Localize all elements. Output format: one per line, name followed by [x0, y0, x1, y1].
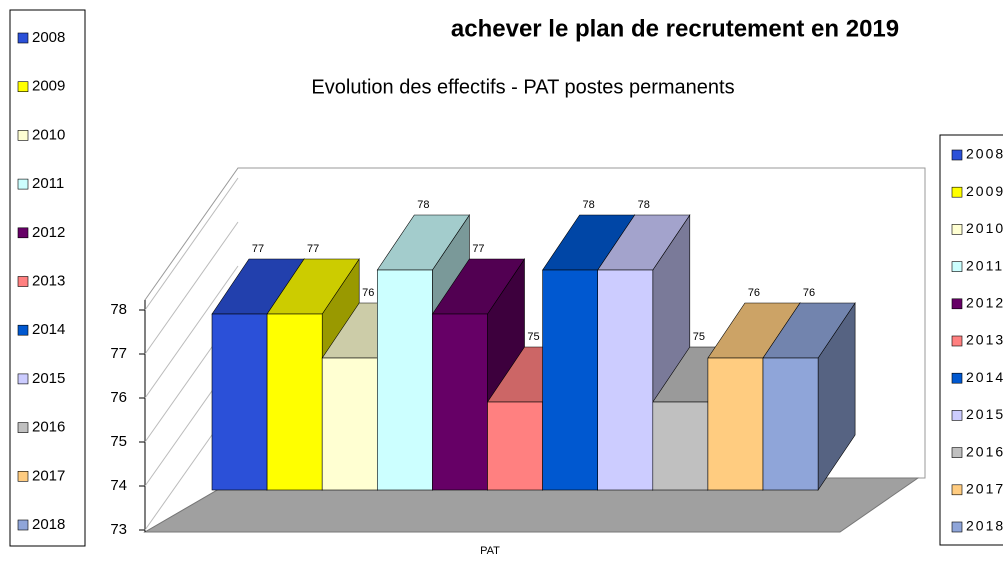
legend-swatch [17, 227, 29, 239]
legend-label: 2017 [966, 481, 1003, 497]
bar [542, 269, 598, 491]
legend-label: 2008 [32, 29, 65, 46]
legend-swatch [951, 149, 963, 161]
legend-label: 2018 [32, 516, 65, 533]
legend-label: 2009 [32, 78, 65, 95]
data-label: 76 [362, 287, 374, 299]
grid-line [144, 265, 239, 399]
bar [211, 313, 268, 491]
x-axis-label: PAT [480, 545, 500, 557]
legend-swatch [17, 470, 29, 482]
legend-label: 2015 [966, 406, 1003, 422]
legend-swatch [951, 335, 963, 347]
bar [652, 401, 709, 491]
legend-label: 2013 [32, 272, 65, 289]
data-label: 76 [748, 287, 760, 299]
y-tick-label: 74 [110, 477, 127, 494]
bar [432, 313, 488, 491]
legend-label: 2008 [966, 146, 1003, 162]
bar [762, 357, 819, 491]
data-label: 77 [307, 243, 319, 255]
y-tick-label: 77 [110, 345, 127, 362]
legend-label: 2016 [966, 443, 1003, 459]
legend-swatch [951, 484, 963, 496]
legend-label: 2011 [966, 257, 1003, 273]
bar [597, 269, 654, 491]
legend-label: 2010 [966, 220, 1003, 236]
legend-swatch [17, 324, 29, 336]
data-label: 75 [527, 331, 539, 343]
y-tick-label: 75 [110, 433, 127, 450]
bar [376, 269, 433, 491]
legend-swatch [17, 519, 29, 531]
legend-label: 2014 [966, 369, 1003, 385]
data-label: 77 [252, 243, 264, 255]
grid-line [144, 221, 239, 355]
data-label: 75 [693, 331, 705, 343]
legend-label: 2012 [32, 224, 65, 241]
legend-swatch [17, 373, 29, 385]
legend-label: 2017 [32, 467, 65, 484]
legend-swatch [17, 81, 29, 92]
y-tick-label: 73 [110, 521, 127, 538]
data-label: 77 [472, 243, 484, 255]
legend-swatch [951, 261, 963, 272]
legend-swatch [951, 298, 963, 310]
bar [266, 313, 323, 491]
legend-right [939, 134, 1003, 546]
legend-swatch [951, 372, 963, 384]
legend-label: 2012 [966, 295, 1003, 311]
legend-swatch [951, 224, 963, 235]
data-label: 78 [638, 199, 650, 211]
legend-swatch [17, 276, 29, 287]
data-label: 78 [583, 199, 595, 211]
legend-swatch [951, 521, 963, 533]
legend-label: 2018 [966, 518, 1003, 534]
bar [707, 357, 764, 491]
data-label: 76 [803, 287, 815, 299]
legend-swatch [17, 178, 29, 190]
legend-swatch [951, 447, 963, 458]
legend-label: 2014 [32, 321, 65, 338]
legend-label: 2011 [32, 175, 64, 192]
legend-label: 2016 [32, 419, 65, 436]
legend-label: 2010 [32, 126, 65, 143]
legend-label: 2009 [966, 183, 1003, 199]
legend-swatch [951, 186, 963, 198]
heading: achever le plan de recrutement en 2019 [451, 15, 899, 42]
data-label: 78 [417, 199, 429, 211]
legend-label: 2015 [32, 370, 65, 387]
legend-label: 2013 [966, 332, 1003, 348]
legend-swatch [17, 422, 29, 433]
floor [143, 477, 920, 533]
bar [487, 401, 543, 491]
bar [321, 357, 378, 491]
y-tick-label: 78 [110, 301, 127, 318]
legend-swatch [17, 32, 29, 44]
y-tick-label: 76 [110, 389, 127, 406]
grid-line [144, 177, 239, 311]
chart-title: Evolution des effectifs - PAT postes per… [311, 76, 734, 98]
legend-swatch [951, 410, 963, 421]
legend-swatch [17, 130, 29, 141]
